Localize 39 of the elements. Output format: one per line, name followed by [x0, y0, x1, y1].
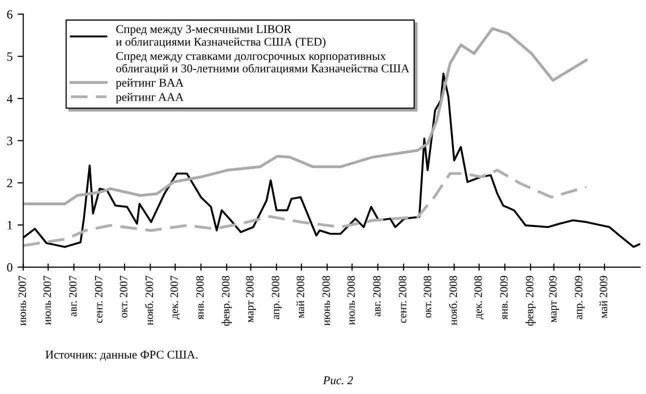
x-tick-label: июль 2008: [347, 276, 355, 325]
x-tick-label: май 2008: [296, 276, 304, 318]
x-tick-label: июль 2007: [43, 276, 51, 325]
x-tick-label: май 2009: [600, 276, 608, 318]
y-tick-label: 4: [6, 94, 13, 103]
y-tick-label: 5: [7, 52, 12, 61]
x-tick-label: сент. 2007: [94, 276, 102, 323]
x-tick-label: нояб. 2008: [448, 276, 458, 326]
x-tick-label: апр. 2008: [272, 276, 282, 320]
legend-label: Спред между 3-месячными LIBOR и облигациями Казначейства США (TED): [116, 25, 326, 48]
y-tick-label: 0: [7, 263, 12, 272]
x-tick-label: февр. 2009: [526, 276, 536, 326]
text: Рис. 2: [322, 376, 353, 384]
x-tick-label: дек. 2007: [170, 276, 180, 320]
y-tick-label: 6: [7, 10, 12, 19]
x-tick-label: февр. 2008: [222, 276, 232, 326]
x-tick-label: янв. 2008: [196, 276, 204, 320]
x-tick-label: авг. 2008: [373, 276, 381, 316]
legend-label: рейтинг AAA: [116, 92, 184, 104]
x-tick-label: окт. 2008: [424, 276, 432, 318]
x-tick-label: янв. 2009: [500, 276, 508, 320]
x-tick-label: сент. 2008: [398, 276, 406, 323]
x-tick-label: окт. 2007: [120, 276, 128, 318]
y-tick-label: 2: [7, 178, 12, 188]
x-tick-label: март 2008: [246, 276, 256, 322]
x-tick-label: апр. 2009: [574, 276, 585, 320]
legend-title: Спред между ставками долгосрочных корпоративных облигаций и 30-летними облигациями Казначейства США: [116, 52, 410, 75]
x-tick-label: нояб. 2007: [145, 276, 154, 326]
y-tick-label: 3: [7, 136, 12, 146]
legend-label: рейтинг BAA: [116, 78, 184, 90]
x-tick-label: дек. 2008: [474, 276, 484, 320]
x-tick-label: авг. 2007: [69, 276, 77, 316]
x-tick-label: июнь 2007: [18, 276, 26, 326]
x-tick-label: март 2009: [549, 276, 559, 322]
text: Источник: данные ФРС США.: [46, 350, 198, 361]
y-tick-label: 1: [8, 221, 12, 230]
line-series: [23, 168, 588, 248]
x-tick-label: июнь 2008: [322, 276, 330, 326]
line-series: [23, 27, 588, 206]
